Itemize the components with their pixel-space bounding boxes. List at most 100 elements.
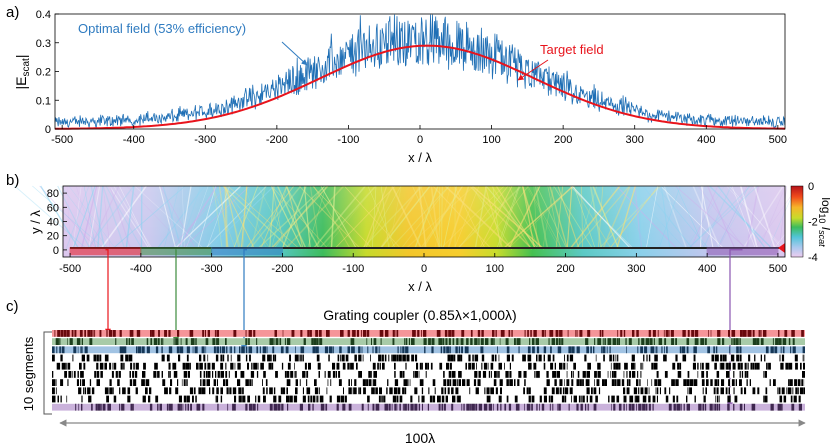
grating-bar: [88, 395, 89, 403]
grating-bar: [337, 354, 339, 362]
colorbar-label-pre: log: [819, 197, 830, 213]
grating-bar: [183, 379, 186, 386]
grating-bar: [304, 362, 307, 370]
grating-bar: [131, 338, 134, 345]
grating-bar: [687, 387, 689, 395]
grating-bar: [168, 330, 171, 337]
grating-bar: [52, 387, 55, 395]
grating-bar: [302, 387, 304, 395]
grating-bar: [325, 403, 328, 411]
grating-bar: [735, 338, 739, 345]
grating-bar: [213, 379, 216, 386]
grating-bar: [740, 387, 743, 395]
grating-bar: [442, 338, 445, 345]
grating-bar: [770, 403, 774, 411]
grating-bar: [798, 379, 801, 386]
grating-bar: [586, 346, 589, 354]
grating-bar: [225, 371, 228, 378]
grating-bar: [591, 387, 593, 395]
grating-bar: [78, 403, 80, 411]
grating-bar: [514, 338, 515, 345]
grating-bar: [372, 346, 374, 354]
grating-bar: [557, 371, 560, 378]
grating-bar: [616, 395, 620, 403]
grating-bar: [414, 371, 419, 378]
grating-bar: [52, 395, 56, 403]
grating-bar: [198, 387, 202, 395]
grating-bar: [402, 371, 405, 378]
grating-bar: [524, 403, 525, 411]
grating-bar: [180, 338, 182, 345]
grating-bar: [372, 362, 376, 370]
grating-bar: [787, 387, 792, 395]
grating-bar: [168, 346, 173, 354]
grating-bar: [233, 330, 237, 337]
grating-bar: [552, 403, 554, 411]
grating-bar: [506, 395, 509, 403]
grating-bar: [623, 395, 627, 403]
colorbar-ticks: 0 -2 -4: [808, 181, 818, 264]
grating-bar: [203, 354, 206, 362]
grating-bar: [536, 403, 538, 411]
grating-bar: [379, 362, 381, 370]
grating-bar: [748, 354, 751, 362]
segment-background: [52, 330, 805, 337]
grating-bar: [402, 387, 405, 395]
grating-bar: [774, 346, 778, 354]
grating-bar: [368, 371, 371, 378]
grating-bar: [324, 346, 328, 354]
grating-bar: [458, 346, 461, 354]
grating-bar: [638, 338, 640, 345]
y-tick-label: 0: [45, 124, 51, 136]
grating-bar: [176, 346, 180, 354]
grating-bar: [87, 330, 91, 337]
grating-bar: [656, 387, 659, 395]
colorbar-tick-label: -4: [808, 252, 818, 264]
grating-bar: [342, 403, 346, 411]
grating-bar: [458, 395, 461, 403]
ylabel-sub: scat: [21, 58, 32, 77]
grating-bar: [626, 371, 628, 378]
grating-bar: [561, 395, 565, 403]
grating-bar: [478, 403, 483, 411]
grating-bar: [559, 330, 563, 337]
grating-bar: [529, 338, 531, 345]
grating-bar: [186, 379, 188, 386]
grating-bar: [185, 338, 188, 345]
grating-bar: [666, 346, 668, 354]
grating-bar: [711, 354, 715, 362]
x-tick-label: -100: [342, 263, 364, 275]
grating-bar: [128, 354, 133, 362]
grating-bar: [232, 403, 236, 411]
grating-bar: [461, 403, 463, 411]
grating-bar: [705, 387, 707, 395]
grating-bar: [430, 362, 433, 370]
annotation-target-arrow: [517, 59, 549, 81]
grating-bar: [566, 354, 569, 362]
grating-bar: [400, 346, 402, 354]
grating-bar: [358, 346, 361, 354]
grating-bar: [469, 403, 471, 411]
grating-bar: [709, 403, 713, 411]
grating-bar: [506, 354, 510, 362]
grating-bar: [215, 346, 217, 354]
grating-bar: [227, 354, 229, 362]
highlight-seg-purple: [706, 247, 779, 256]
grating-bar: [549, 403, 551, 411]
grating-bar: [681, 346, 686, 354]
grating-bar: [189, 387, 194, 395]
grating-bar: [428, 338, 431, 345]
grating-bar: [702, 387, 704, 395]
grating-bar: [555, 330, 559, 337]
grating-bar: [189, 362, 191, 370]
grating-bar: [556, 338, 559, 345]
grating-bar: [590, 346, 592, 354]
grating-bar: [424, 330, 427, 337]
grating-bar: [220, 371, 224, 378]
field-map: [14, 185, 823, 257]
grating-bar: [785, 362, 789, 370]
grating-bar: [379, 346, 381, 354]
grating-bar: [623, 371, 625, 378]
grating-bar: [555, 387, 559, 395]
grating-bar: [199, 371, 202, 378]
